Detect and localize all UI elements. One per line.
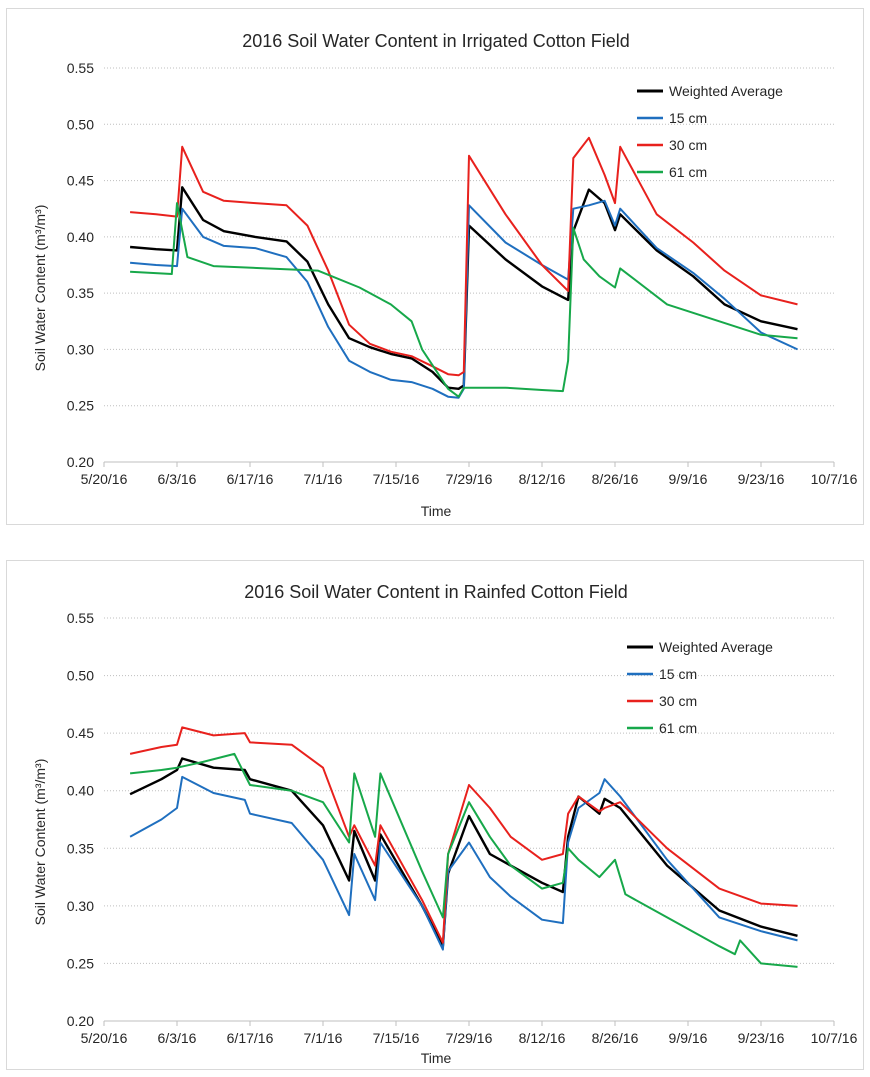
x-tick-label: 6/3/16 bbox=[158, 1030, 197, 1046]
y-tick-label: 0.35 bbox=[67, 840, 94, 856]
x-tick-label: 7/29/16 bbox=[446, 1030, 493, 1046]
y-tick-label: 0.30 bbox=[67, 341, 94, 357]
legend-label: 61 cm bbox=[669, 164, 707, 180]
y-tick-label: 0.20 bbox=[67, 1013, 94, 1029]
y-tick-label: 0.25 bbox=[67, 398, 94, 414]
x-tick-label: 9/23/16 bbox=[738, 1030, 785, 1046]
x-tick-label: 9/23/16 bbox=[738, 471, 785, 487]
y-tick-label: 0.55 bbox=[67, 60, 94, 76]
series-line-15-cm bbox=[130, 199, 798, 399]
x-tick-label: 10/7/16 bbox=[811, 471, 858, 487]
series-line-61-cm bbox=[130, 202, 798, 398]
legend-label: Weighted Average bbox=[659, 639, 773, 655]
series-line-weighted-average bbox=[129, 186, 798, 390]
y-tick-label: 0.50 bbox=[67, 116, 94, 132]
series-line-30-cm bbox=[130, 136, 798, 377]
y-tick-label: 0.50 bbox=[67, 668, 94, 684]
y-tick-label: 0.25 bbox=[67, 955, 94, 971]
x-tick-label: 8/26/16 bbox=[592, 1030, 639, 1046]
irrigated-chart: 0.20 0.25 0.30 0.35 0.40 0.45 0.50 0.55 5/20/16 6… bbox=[32, 31, 858, 519]
x-tick-label: 7/1/16 bbox=[304, 471, 343, 487]
x-tick-label: 7/15/16 bbox=[373, 471, 420, 487]
chart-title: 2016 Soil Water Content in Rainfed Cotto… bbox=[244, 582, 628, 602]
irrigated-chart-panel: 0.20 0.25 0.30 0.35 0.40 0.45 0.50 0.55 5/20/16 6… bbox=[6, 8, 864, 525]
x-tick-label: 10/7/16 bbox=[811, 1030, 858, 1046]
x-tick-label: 7/29/16 bbox=[446, 471, 493, 487]
y-axis-title: Soil Water Content (m³/m³) bbox=[32, 759, 48, 926]
x-tick-label: 8/26/16 bbox=[592, 471, 639, 487]
legend-label: Weighted Average bbox=[669, 83, 783, 99]
rainfed-chart: 0.20 0.25 0.30 0.35 0.40 0.45 0.50 0.55 5/20/16 6… bbox=[32, 582, 858, 1066]
y-tick-label: 0.20 bbox=[67, 454, 94, 470]
x-tick-label: 5/20/16 bbox=[81, 1030, 128, 1046]
x-tick-label: 6/3/16 bbox=[158, 471, 197, 487]
y-tick-label: 0.55 bbox=[67, 610, 94, 626]
legend-label: 30 cm bbox=[659, 693, 697, 709]
y-tick-label: 0.45 bbox=[67, 725, 94, 741]
legend-label: 30 cm bbox=[669, 137, 707, 153]
x-tick-label: 6/17/16 bbox=[227, 1030, 274, 1046]
rainfed-chart-panel: 0.20 0.25 0.30 0.35 0.40 0.45 0.50 0.55 5/20/16 6… bbox=[6, 560, 864, 1070]
legend-label: 15 cm bbox=[669, 110, 707, 126]
series-line-weighted-average bbox=[129, 757, 798, 948]
x-tick-label: 7/15/16 bbox=[373, 1030, 420, 1046]
x-tick-label: 5/20/16 bbox=[81, 471, 128, 487]
x-tick-label: 8/12/16 bbox=[519, 1030, 566, 1046]
x-tick-label: 7/1/16 bbox=[304, 1030, 343, 1046]
y-tick-label: 0.35 bbox=[67, 285, 94, 301]
x-tick-label: 9/9/16 bbox=[669, 471, 708, 487]
y-tick-label: 0.30 bbox=[67, 898, 94, 914]
legend-label: 15 cm bbox=[659, 666, 697, 682]
x-tick-label: 6/17/16 bbox=[227, 471, 274, 487]
series-line-30-cm bbox=[129, 726, 798, 944]
y-axis-title: Soil Water Content (m³/m³) bbox=[32, 205, 48, 372]
x-axis-title: Time bbox=[421, 1050, 452, 1066]
series-line-61-cm bbox=[129, 752, 798, 968]
x-axis-title: Time bbox=[421, 503, 452, 519]
y-tick-label: 0.45 bbox=[67, 173, 94, 189]
chart-title: 2016 Soil Water Content in Irrigated Cot… bbox=[242, 31, 630, 51]
x-tick-label: 8/12/16 bbox=[519, 471, 566, 487]
legend-label: 61 cm bbox=[659, 720, 697, 736]
y-tick-label: 0.40 bbox=[67, 783, 94, 799]
y-tick-label: 0.40 bbox=[67, 229, 94, 245]
x-tick-label: 9/9/16 bbox=[669, 1030, 708, 1046]
